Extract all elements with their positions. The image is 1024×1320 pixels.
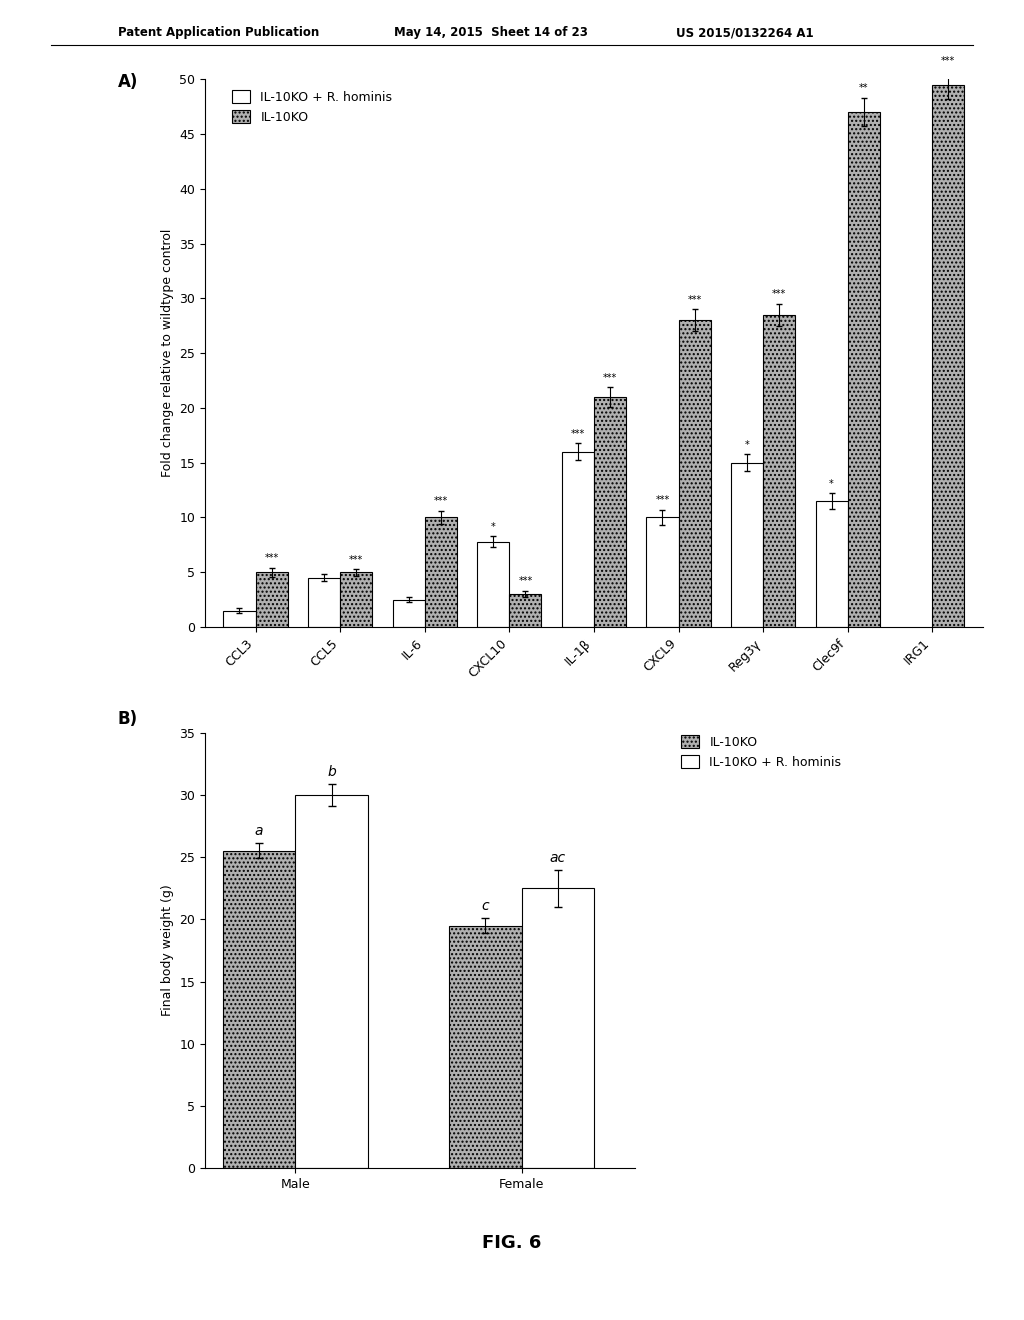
Bar — [763, 314, 796, 627]
Text: May 14, 2015  Sheet 14 of 23: May 14, 2015 Sheet 14 of 23 — [394, 26, 588, 40]
Legend: IL-10KO + R. hominis, IL-10KO: IL-10KO + R. hominis, IL-10KO — [226, 86, 397, 129]
Legend: IL-10KO, IL-10KO + R. hominis: IL-10KO, IL-10KO + R. hominis — [676, 730, 846, 774]
Text: *: * — [829, 479, 834, 488]
Bar — [450, 925, 521, 1168]
Y-axis label: Final body weight (g): Final body weight (g) — [161, 884, 174, 1016]
Text: ***: *** — [687, 294, 701, 305]
Bar — [295, 795, 368, 1168]
Text: B): B) — [118, 710, 138, 729]
Bar — [679, 321, 711, 627]
Text: **: ** — [859, 83, 868, 94]
Bar — [646, 517, 679, 627]
Bar — [340, 573, 373, 627]
Y-axis label: Fold change relative to wildtype control: Fold change relative to wildtype control — [161, 228, 173, 478]
Text: ***: *** — [655, 495, 670, 506]
Bar — [932, 84, 965, 627]
Bar — [308, 578, 340, 627]
Text: ***: *** — [603, 372, 617, 383]
Text: A): A) — [118, 73, 138, 91]
Text: FIG. 6: FIG. 6 — [482, 1234, 542, 1253]
Text: ***: *** — [772, 289, 786, 300]
Text: a: a — [255, 825, 263, 838]
Bar — [477, 541, 509, 627]
Bar — [594, 397, 626, 627]
Text: *: * — [490, 521, 496, 532]
Text: US 2015/0132264 A1: US 2015/0132264 A1 — [676, 26, 813, 40]
Text: ***: *** — [264, 553, 279, 564]
Text: b: b — [328, 764, 336, 779]
Bar — [256, 573, 288, 627]
Bar — [521, 888, 594, 1168]
Bar — [848, 112, 880, 627]
Text: *: * — [744, 440, 750, 450]
Bar — [425, 517, 457, 627]
Text: ***: *** — [570, 429, 585, 438]
Bar — [815, 502, 848, 627]
Bar — [392, 599, 425, 627]
Text: Patent Application Publication: Patent Application Publication — [118, 26, 319, 40]
Bar — [731, 462, 763, 627]
Text: ***: *** — [518, 577, 532, 586]
Text: ***: *** — [349, 554, 364, 565]
Text: ***: *** — [941, 55, 955, 66]
Text: ***: *** — [434, 496, 447, 507]
Bar — [509, 594, 542, 627]
Bar — [223, 851, 295, 1168]
Text: c: c — [481, 899, 489, 913]
Bar — [223, 611, 256, 627]
Text: ac: ac — [550, 850, 566, 865]
Bar — [562, 451, 594, 627]
